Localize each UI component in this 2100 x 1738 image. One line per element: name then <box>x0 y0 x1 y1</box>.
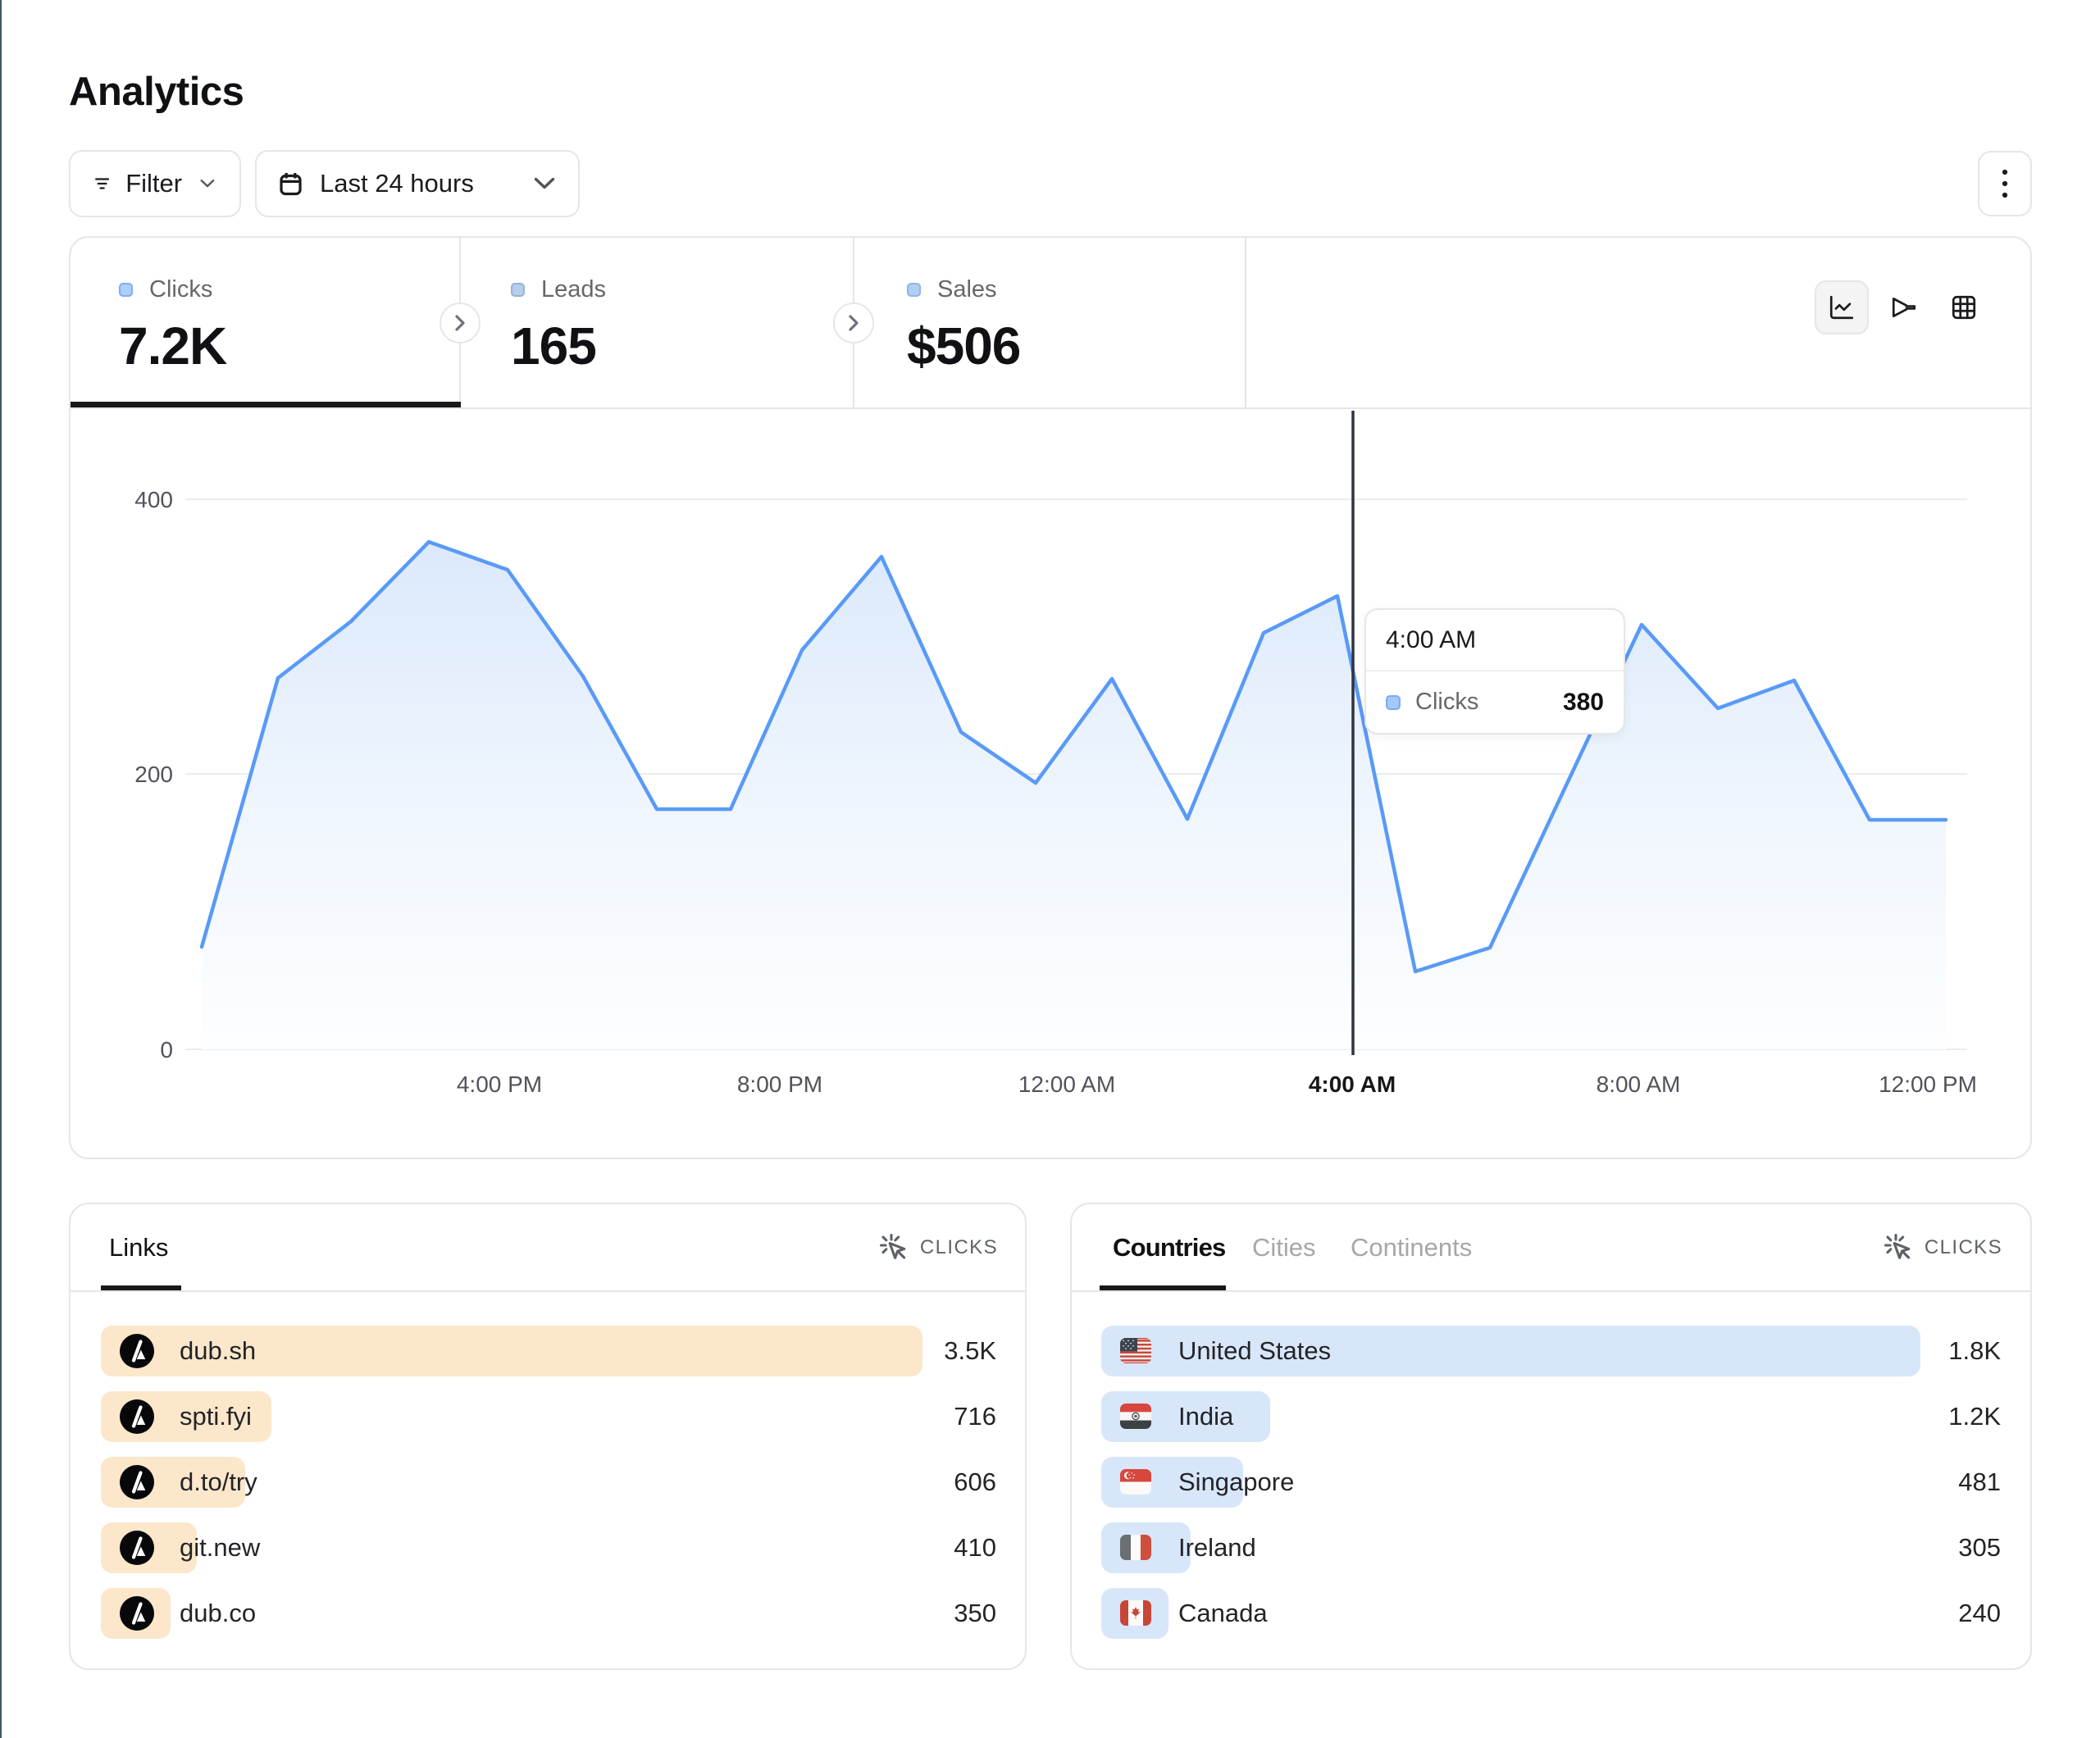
svg-text:4:00 AM: 4:00 AM <box>1309 1071 1396 1097</box>
svg-text:400: 400 <box>134 487 173 512</box>
svg-text:200: 200 <box>134 762 173 787</box>
svg-text:12:00 PM: 12:00 PM <box>1879 1071 1977 1097</box>
svg-text:8:00 AM: 8:00 AM <box>1597 1071 1681 1097</box>
svg-text:8:00 PM: 8:00 PM <box>737 1071 822 1097</box>
svg-text:0: 0 <box>160 1037 173 1062</box>
svg-text:4:00 PM: 4:00 PM <box>457 1071 542 1097</box>
svg-text:12:00 AM: 12:00 AM <box>1018 1071 1115 1097</box>
